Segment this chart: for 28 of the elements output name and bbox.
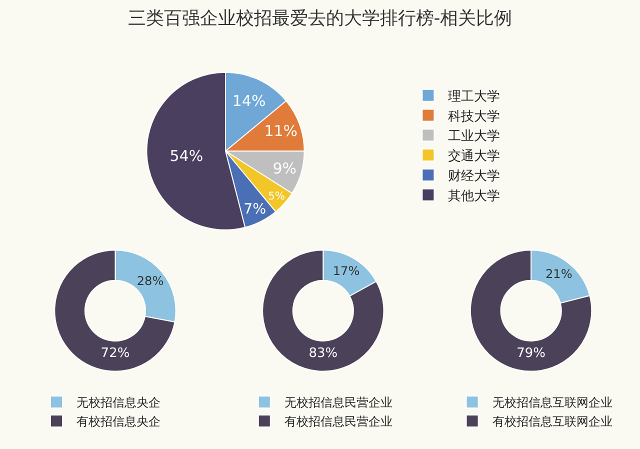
legend-label: 科技大学 (448, 109, 500, 124)
data-label: 21% (545, 267, 572, 282)
data-label: 9% (272, 159, 297, 178)
donut-slice (54, 250, 176, 372)
data-label: 54% (170, 147, 204, 166)
data-label: 83% (308, 346, 338, 362)
legend-label: 理工大学 (448, 89, 500, 104)
legend-label: 有校招信息民营企业 (284, 414, 392, 429)
legend-label: 有校招信息央企 (76, 414, 160, 429)
legend-label: 有校招信息互联网企业 (492, 414, 612, 429)
data-label: 17% (332, 264, 360, 278)
data-label: 28% (136, 274, 164, 288)
data-label: 5% (268, 190, 286, 203)
data-label: 72% (100, 346, 130, 362)
legend-label: 工业大学 (448, 129, 500, 144)
data-label: 14% (232, 92, 266, 110)
data-label: 79% (516, 346, 546, 362)
legend-label: 无校招信息互联网企业 (492, 396, 612, 410)
legend-label: 无校招信息民营企业 (284, 396, 392, 410)
legend-label: 财经大学 (448, 169, 500, 184)
data-label: 11% (264, 122, 298, 140)
donut-slice (262, 250, 384, 372)
legend-label: 其他大学 (448, 188, 500, 204)
donut-slice (470, 250, 592, 372)
legend-label: 交通大学 (448, 148, 500, 164)
data-label: 7% (244, 201, 266, 218)
legend-label: 无校招信息央企 (76, 396, 160, 410)
chart-title: 三类百强企业校招最爱去的大学排行榜-相关比例 (128, 8, 512, 29)
